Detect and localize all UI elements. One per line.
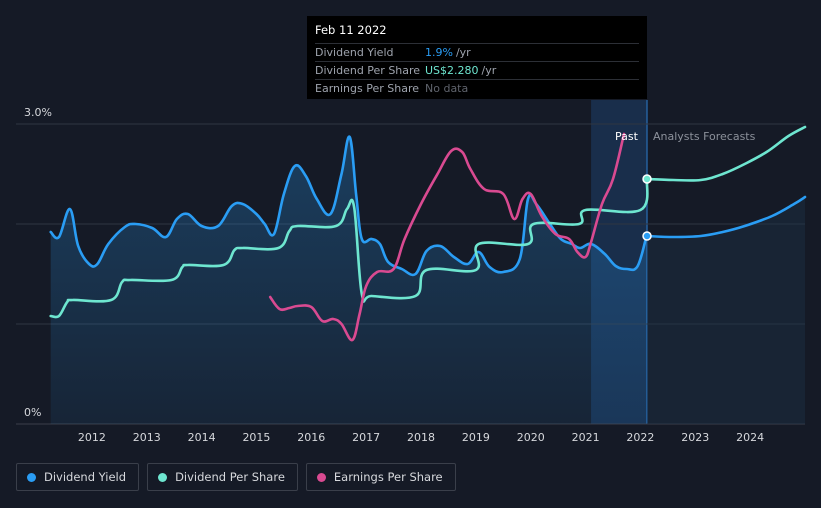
tooltip-value: 1.9% <box>425 46 453 59</box>
legend-label: Dividend Yield <box>44 470 127 484</box>
legend-dot-icon <box>27 472 36 482</box>
x-tick-label: 2016 <box>297 431 325 444</box>
x-tick-label: 2021 <box>572 431 600 444</box>
hover-tooltip: Feb 11 2022 Dividend Yield 1.9% /yr Divi… <box>307 16 647 99</box>
legend-label: Dividend Per Share <box>175 470 285 484</box>
y-tick-label-bottom: 0% <box>24 406 42 419</box>
legend-dot-icon <box>158 472 168 482</box>
dividend-yield-area <box>50 136 648 424</box>
tooltip-row-dividend-yield: Dividend Yield 1.9% /yr <box>315 43 639 61</box>
cursor-line <box>646 100 649 424</box>
tooltip-label: Earnings Per Share <box>315 82 420 95</box>
x-tick-label: 2019 <box>462 431 490 444</box>
legend-label: Earnings Per Share <box>333 470 443 484</box>
tooltip-label: Dividend Yield <box>315 46 394 59</box>
dividend-yield-forecast-area <box>647 197 805 424</box>
x-tick-label: 2014 <box>188 431 216 444</box>
dividend-yield-line <box>49 135 649 277</box>
x-tick-label: 2020 <box>517 431 545 444</box>
x-tick-label: 2023 <box>681 431 709 444</box>
dividend-per-share-line <box>49 177 649 319</box>
x-tick-label: 2012 <box>78 431 106 444</box>
forecast-region-label: Analysts Forecasts <box>653 130 756 143</box>
tooltip-value: No data <box>425 82 469 95</box>
x-tick-label: 2017 <box>352 431 380 444</box>
past-region-label: Past <box>615 130 638 143</box>
x-tick-label: 2018 <box>407 431 435 444</box>
tooltip-date: Feb 11 2022 <box>315 23 387 37</box>
tooltip-row-dividend-per-share: Dividend Per Share US$2.280 /yr <box>315 61 639 79</box>
tooltip-label: Dividend Per Share <box>315 64 421 77</box>
tooltip-unit: /yr <box>481 64 497 77</box>
x-tick-label: 2015 <box>242 431 270 444</box>
dividend-per-share-marker <box>642 174 652 184</box>
x-tick-label: 2022 <box>626 431 654 444</box>
legend-dividend-per-share[interactable]: Dividend Per Share <box>147 463 298 491</box>
legend: Dividend Yield Dividend Per Share Earnin… <box>16 463 456 493</box>
legend-earnings-per-share[interactable]: Earnings Per Share <box>305 463 456 491</box>
dividend-yield-marker <box>642 231 652 241</box>
dividend-yield-forecast-line <box>645 195 807 239</box>
x-tick-label: 2013 <box>133 431 161 444</box>
tooltip-value: US$2.280 <box>425 64 479 77</box>
dividend-per-share-forecast-line <box>645 125 807 182</box>
x-tick-label: 2024 <box>736 431 764 444</box>
tooltip-unit: /yr <box>455 46 471 59</box>
legend-dot-icon <box>316 472 326 482</box>
tooltip-row-earnings-per-share: Earnings Per Share No data <box>315 79 639 97</box>
y-tick-label-top: 3.0% <box>24 106 52 119</box>
legend-dividend-yield[interactable]: Dividend Yield <box>16 463 140 491</box>
earnings-per-share-line <box>268 132 626 342</box>
